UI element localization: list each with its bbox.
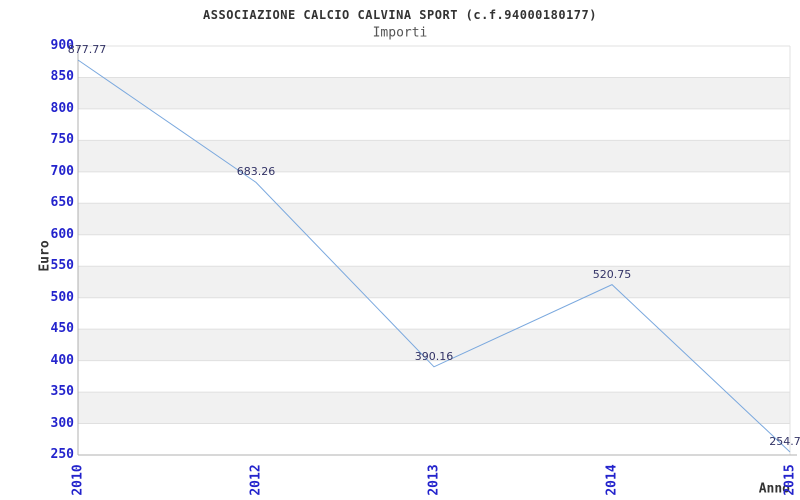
chart-title: ASSOCIAZIONE CALCIO CALVINA SPORT (c.f.9… bbox=[203, 8, 597, 22]
chart-subtitle: Importi bbox=[372, 25, 428, 41]
x-axis-title: Anno bbox=[758, 481, 790, 497]
y-tick-label: 850 bbox=[50, 69, 74, 85]
x-tick-label: 2015 bbox=[782, 464, 798, 496]
point-value-label: 254.7 bbox=[769, 435, 800, 449]
point-value-label: 390.16 bbox=[414, 349, 454, 363]
y-tick-label: 500 bbox=[50, 289, 74, 305]
y-tick-label: 750 bbox=[50, 132, 74, 148]
plot-band bbox=[78, 108, 790, 141]
y-tick-label: 550 bbox=[50, 258, 74, 274]
plot-band bbox=[78, 171, 790, 204]
plot-band bbox=[78, 423, 790, 455]
plot-band bbox=[78, 266, 790, 298]
y-tick-label: 800 bbox=[50, 100, 74, 116]
y-tick-label: 600 bbox=[50, 226, 74, 242]
x-tick-label: 2012 bbox=[248, 464, 264, 496]
y-tick-label: 350 bbox=[50, 384, 74, 400]
y-tick-label: 450 bbox=[50, 321, 74, 337]
data-line-importi bbox=[77, 59, 791, 453]
plot-band bbox=[78, 140, 790, 172]
x-tick-label: 2010 bbox=[70, 464, 86, 496]
plot-band bbox=[78, 77, 790, 109]
point-value-label: 520.75 bbox=[592, 267, 632, 281]
plot-band bbox=[78, 46, 790, 78]
plot-band bbox=[78, 392, 790, 424]
y-tick-label: 700 bbox=[50, 163, 74, 179]
x-tick-label: 2014 bbox=[604, 464, 620, 496]
point-value-label: 683.26 bbox=[236, 165, 276, 179]
y-tick-label: 250 bbox=[50, 447, 74, 462]
y-tick-label: 900 bbox=[50, 38, 74, 53]
y-tick-label: 400 bbox=[50, 352, 74, 368]
plot-band bbox=[78, 234, 790, 267]
x-tick-label: 2013 bbox=[426, 464, 442, 496]
y-tick-label: 650 bbox=[50, 195, 74, 211]
y-tick-label: 300 bbox=[50, 415, 74, 431]
plot-band bbox=[78, 360, 790, 393]
plot-band bbox=[78, 203, 790, 235]
plot-band bbox=[78, 297, 790, 330]
plot-band bbox=[78, 329, 790, 361]
point-value-label: 877.77 bbox=[67, 42, 107, 56]
